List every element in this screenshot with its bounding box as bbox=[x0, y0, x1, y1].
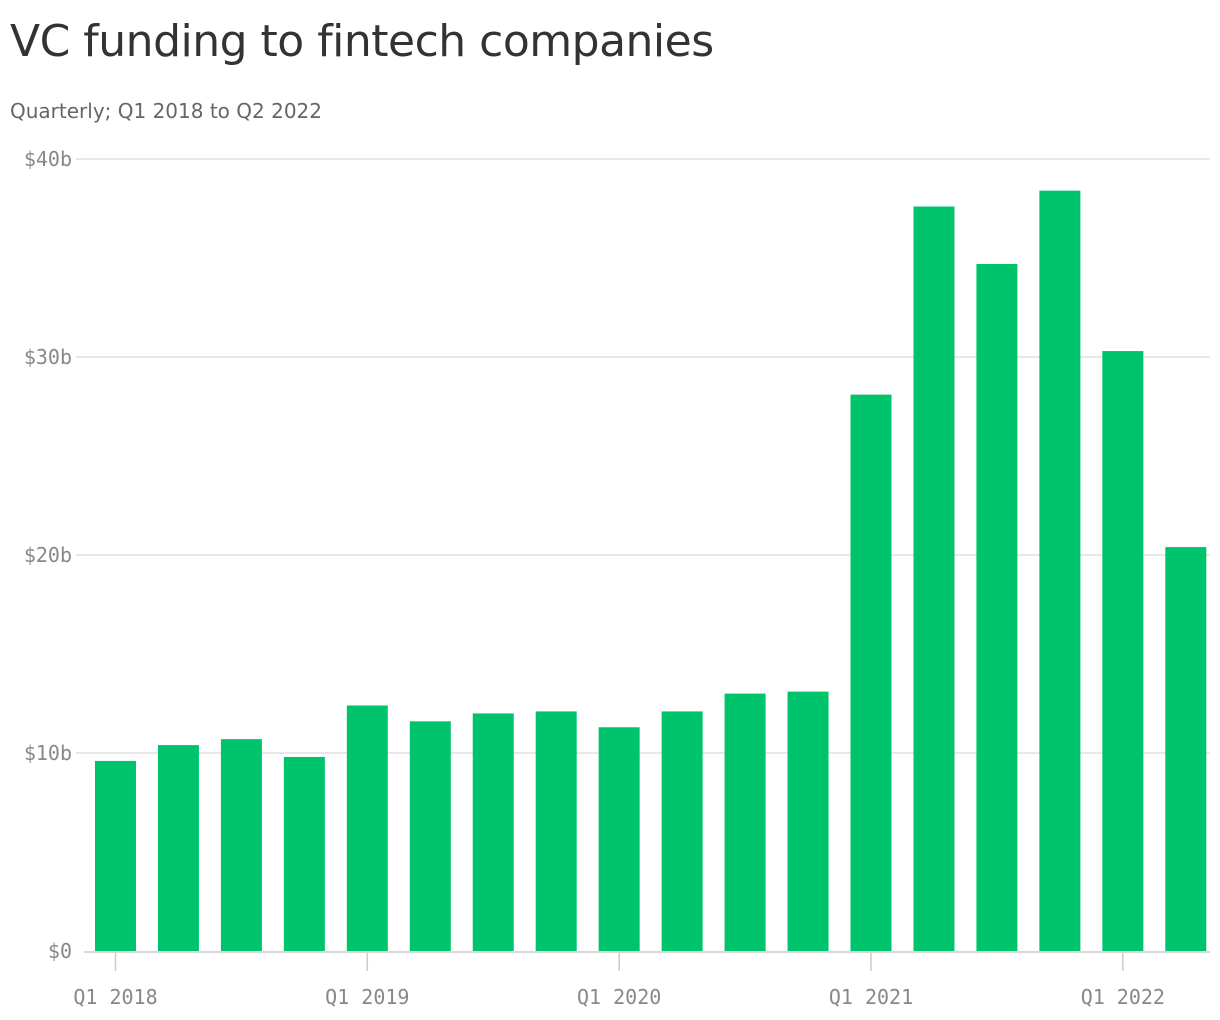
bar-q1-2022 bbox=[1102, 351, 1144, 951]
bar-q1-2019 bbox=[346, 705, 388, 951]
bar-q1-2021 bbox=[850, 394, 892, 951]
y-tick-label: $10b bbox=[24, 741, 72, 765]
y-tick-label: $40b bbox=[24, 147, 72, 171]
chart-title: VC funding to fintech companies bbox=[10, 16, 714, 67]
bar-q1-2020 bbox=[598, 727, 640, 951]
y-tick-label: $0 bbox=[48, 939, 72, 963]
x-tick-label: Q1 2020 bbox=[577, 985, 661, 1009]
bar-q4-2021 bbox=[1039, 190, 1081, 951]
x-tick-label: Q1 2022 bbox=[1081, 985, 1165, 1009]
bar-q3-2020 bbox=[724, 693, 766, 951]
bar-q2-2018 bbox=[157, 745, 199, 951]
bar-q4-2020 bbox=[787, 691, 829, 951]
bar-q3-2019 bbox=[472, 713, 514, 951]
bar-q2-2021 bbox=[913, 206, 955, 951]
bar-q3-2021 bbox=[976, 263, 1018, 951]
bar-q2-2019 bbox=[409, 721, 451, 951]
x-tick-label: Q1 2021 bbox=[829, 985, 913, 1009]
x-tick-label: Q1 2019 bbox=[325, 985, 409, 1009]
y-tick-label: $30b bbox=[24, 345, 72, 369]
y-axis-tick-labels: $0 $10b $20b $30b $40b bbox=[24, 147, 72, 963]
x-axis: Q1 2018 Q1 2019 Q1 2020 Q1 2021 Q1 2022 bbox=[73, 951, 1210, 1009]
y-tick-label: $20b bbox=[24, 543, 72, 567]
bar-q2-2020 bbox=[661, 711, 703, 951]
bar-q4-2018 bbox=[283, 756, 325, 951]
bar-q4-2019 bbox=[535, 711, 577, 951]
x-tick-label: Q1 2018 bbox=[73, 985, 157, 1009]
chart-subtitle: Quarterly; Q1 2018 to Q2 2022 bbox=[10, 99, 322, 123]
bars bbox=[94, 190, 1207, 951]
bar-q3-2018 bbox=[220, 739, 262, 951]
bar-q2-2022 bbox=[1165, 547, 1207, 951]
y-gridlines bbox=[76, 158, 1210, 754]
bar-q1-2018 bbox=[94, 760, 136, 951]
